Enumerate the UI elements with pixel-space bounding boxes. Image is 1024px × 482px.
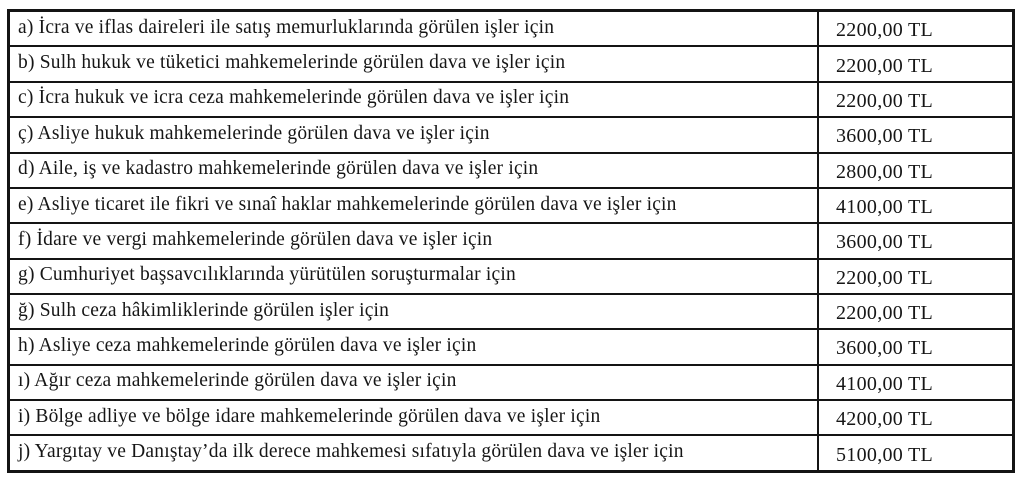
- table-row: h) Asliye ceza mahkemelerinde görülen da…: [7, 328, 1015, 366]
- table-row: c) İcra hukuk ve icra ceza mahkemelerind…: [7, 80, 1015, 119]
- row-amount: 2200,00 TL: [817, 257, 1015, 295]
- table-row: d) Aile, iş ve kadastro mahkemelerinde g…: [7, 151, 1015, 189]
- fee-table-body: a) İcra ve iflas daireleri ile satış mem…: [7, 9, 1015, 473]
- row-amount: 3600,00 TL: [817, 116, 1015, 154]
- row-amount: 2800,00 TL: [817, 151, 1015, 189]
- row-description: g) Cumhuriyet başsavcılıklarında yürütül…: [7, 257, 819, 295]
- table-row: g) Cumhuriyet başsavcılıklarında yürütül…: [7, 257, 1015, 295]
- row-description: f) İdare ve vergi mahkemelerinde görülen…: [7, 222, 819, 260]
- row-description: ç) Asliye hukuk mahkemelerinde görülen d…: [7, 116, 819, 154]
- row-description: a) İcra ve iflas daireleri ile satış mem…: [7, 9, 819, 48]
- row-description: h) Asliye ceza mahkemelerinde görülen da…: [7, 328, 819, 366]
- table-row: b) Sulh hukuk ve tüketici mahkemelerinde…: [7, 45, 1015, 83]
- row-amount: 5100,00 TL: [817, 434, 1015, 473]
- row-description: d) Aile, iş ve kadastro mahkemelerinde g…: [7, 151, 819, 189]
- row-description: e) Asliye ticaret ile fikri ve sınaî hak…: [7, 186, 819, 225]
- row-amount: 2200,00 TL: [817, 80, 1015, 119]
- row-amount: 3600,00 TL: [817, 222, 1015, 260]
- table-row: i) Bölge adliye ve bölge idare mahkemele…: [7, 399, 1015, 437]
- row-amount: 3600,00 TL: [817, 328, 1015, 366]
- table-row: j) Yargıtay ve Danıştay’da ilk derece ma…: [7, 434, 1015, 473]
- row-description: b) Sulh hukuk ve tüketici mahkemelerinde…: [7, 45, 819, 83]
- row-description: ı) Ağır ceza mahkemelerinde görülen dava…: [7, 363, 819, 402]
- table-row: f) İdare ve vergi mahkemelerinde görülen…: [7, 222, 1015, 260]
- table-row: e) Asliye ticaret ile fikri ve sınaî hak…: [7, 186, 1015, 225]
- row-amount: 2200,00 TL: [817, 9, 1015, 48]
- row-amount: 2200,00 TL: [817, 45, 1015, 83]
- row-amount: 4200,00 TL: [817, 399, 1015, 437]
- table-row: ç) Asliye hukuk mahkemelerinde görülen d…: [7, 116, 1015, 154]
- row-amount: 4100,00 TL: [817, 363, 1015, 402]
- row-amount: 2200,00 TL: [817, 292, 1015, 331]
- row-description: j) Yargıtay ve Danıştay’da ilk derece ma…: [7, 434, 819, 473]
- table-row: ğ) Sulh ceza hâkimliklerinde görülen işl…: [7, 292, 1015, 331]
- row-description: i) Bölge adliye ve bölge idare mahkemele…: [7, 399, 819, 437]
- table-row: ı) Ağır ceza mahkemelerinde görülen dava…: [7, 363, 1015, 402]
- row-description: c) İcra hukuk ve icra ceza mahkemelerind…: [7, 80, 819, 119]
- table-row: a) İcra ve iflas daireleri ile satış mem…: [7, 9, 1015, 48]
- fee-table: a) İcra ve iflas daireleri ile satış mem…: [7, 9, 1015, 473]
- row-description: ğ) Sulh ceza hâkimliklerinde görülen işl…: [7, 292, 819, 331]
- row-amount: 4100,00 TL: [817, 186, 1015, 225]
